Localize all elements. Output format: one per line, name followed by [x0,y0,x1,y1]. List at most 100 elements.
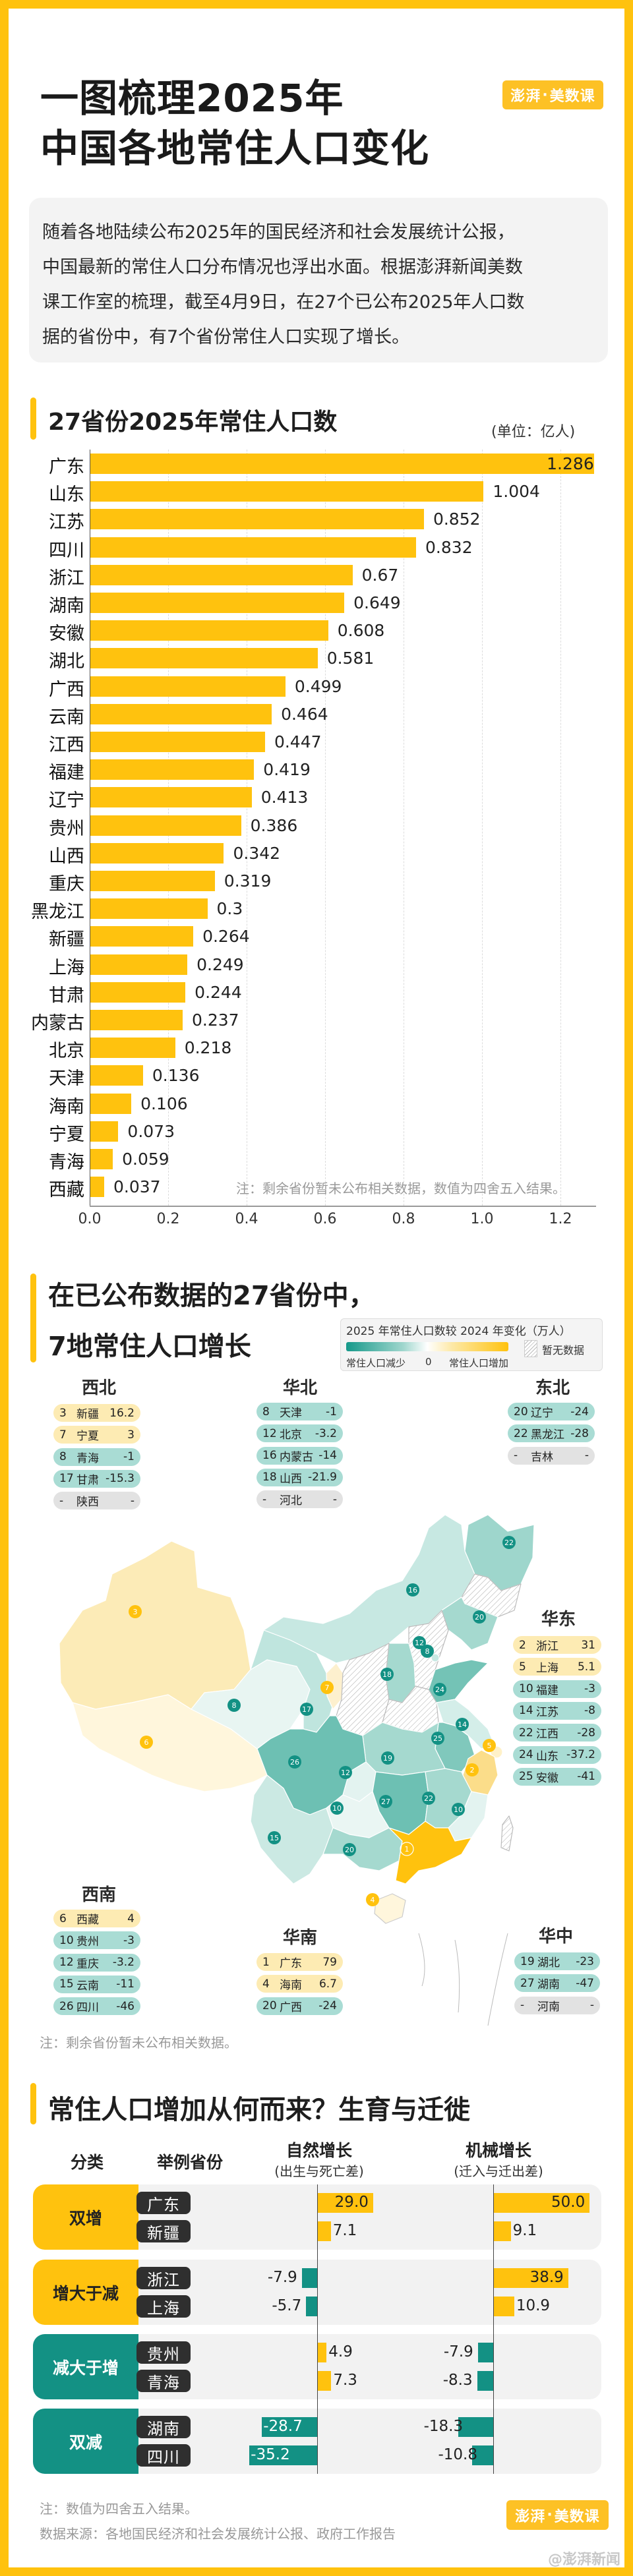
bar-value-label: 0.386 [250,815,298,835]
rank-marker [288,1755,301,1769]
region-heading: 西南 [81,1885,117,1905]
province-pill: 上海 [136,2295,191,2318]
logo-right: 美数课 [554,2508,600,2525]
province-name: 贵州 [76,1935,99,1949]
bar-value-label: 0.059 [122,1150,169,1169]
change-value: -14 [318,1449,337,1463]
change-value: 4 [127,1912,135,1925]
rank-marker-label: 6 [144,1738,149,1747]
rank-marker [379,1795,392,1808]
rank-marker [366,1893,379,1906]
column-subheader-natural: (出生与死亡差) [274,2163,364,2179]
province-name: 福建 [536,1683,558,1697]
change-value: -1 [326,1405,337,1419]
rank-marker-label: 24 [435,1685,444,1694]
province-name: 浙江 [536,1640,558,1653]
bar-category-label: 贵州 [49,818,84,839]
change-value: -28 [570,1426,589,1440]
region-row: 24 山东 -37.2 [513,1745,601,1764]
region-row: 22 江西 -28 [513,1724,601,1742]
natural-value: -5.7 [272,2297,302,2314]
province-name: 江西 [536,1728,558,1742]
bar-category-label: 内蒙古 [31,1013,84,1034]
province-guangdong [388,1821,472,1885]
change-value: -3.2 [112,1956,135,1970]
population-bar [90,1010,183,1030]
province-pill: 贵州 [136,2341,191,2364]
province-shandong [428,1659,489,1703]
migration-bar [493,2221,511,2241]
region-row: 4 海南 6.7 [256,1975,343,1993]
population-chart-title: 27省份2025年常住人口数 [48,409,338,436]
rank-marker-label: 17 [302,1705,311,1714]
region-row: 20 广西 -24 [256,1997,343,2015]
bar-category-label: 江苏 [49,512,84,533]
population-bar [90,1038,175,1059]
rank: 14 [519,1704,533,1718]
rank-marker [400,1842,414,1856]
migration-bar [477,2343,493,2362]
bar-value-label: 0.608 [337,621,385,641]
province-name: 山西 [280,1472,302,1486]
population-bar [90,787,252,808]
rank-marker-label: 12 [341,1769,350,1777]
bar-category-label: 广东 [49,457,84,477]
region-heading: 华中 [538,1927,574,1947]
change-value: -3 [584,1682,595,1696]
natural-value: -7.9 [267,2269,297,2286]
bar-category-label: 青海 [49,1152,84,1173]
province-tibet [72,1694,268,1792]
logo-dot: · [542,86,549,103]
region-row: 20 辽宁 -24 [508,1403,595,1420]
population-bar [90,926,194,947]
natural-value: 7.3 [333,2372,357,2389]
province-name: 云南 [76,1979,99,1993]
rank-marker-label: 8 [232,1701,237,1710]
rank: - [262,1492,267,1506]
province-name: 河南 [537,2000,560,2014]
bar-value-label: 0.106 [140,1094,188,1113]
natural-value: -28.7 [263,2418,303,2435]
rank-marker [473,1610,486,1624]
rank-marker-label: 14 [458,1720,467,1729]
bar-category-label: 浙江 [49,568,84,589]
rank-marker-label: 15 [270,1834,279,1842]
rank: 10 [519,1682,533,1696]
change-value: -28 [577,1726,595,1740]
rank: 7 [59,1428,67,1442]
rank-marker-label: 22 [424,1794,433,1803]
bar-category-label: 山西 [49,846,84,867]
population-bar [90,564,353,585]
legend-zero-label: 0 [425,1356,432,1368]
rank-marker [452,1803,465,1816]
region-row: 12 北京 -3.2 [256,1424,343,1443]
column-header-natural: 自然增长 [286,2141,353,2160]
change-value: -3.2 [315,1426,337,1440]
population-bar [90,509,424,530]
region-row: 17 甘肃 -15.3 [53,1469,140,1488]
gridline [482,450,483,1206]
rank-marker-label: 27 [381,1798,390,1806]
logo-right: 美数课 [549,88,595,105]
province-name: 吉林 [531,1450,553,1464]
rank-marker [413,1636,426,1649]
section-accent-bar [30,397,36,440]
migration-zero-axis [493,2184,494,2474]
rank-marker [421,1645,434,1658]
change-value: -1 [123,1450,135,1464]
bar-category-label: 广西 [49,679,84,700]
x-axis-line [90,1206,596,1208]
category-cell: 双减 [33,2409,138,2474]
bar-category-label: 上海 [49,957,84,978]
rank: 10 [59,1933,74,1947]
change-value: 5.1 [577,1660,595,1674]
legend-title: 2025 年常住人口数较 2024 年变化（万人） [346,1325,571,1338]
province-name: 宁夏 [76,1430,99,1444]
page-title-line-1: 一图梳理2025年 [40,76,344,121]
province-name: 辽宁 [531,1407,553,1420]
legend-high-label: 常住人口增加 [449,1357,509,1369]
rank-marker-label: 16 [408,1586,417,1595]
natural-value: 7.1 [332,2222,357,2239]
column-header-province: 举例省份 [156,2153,224,2172]
